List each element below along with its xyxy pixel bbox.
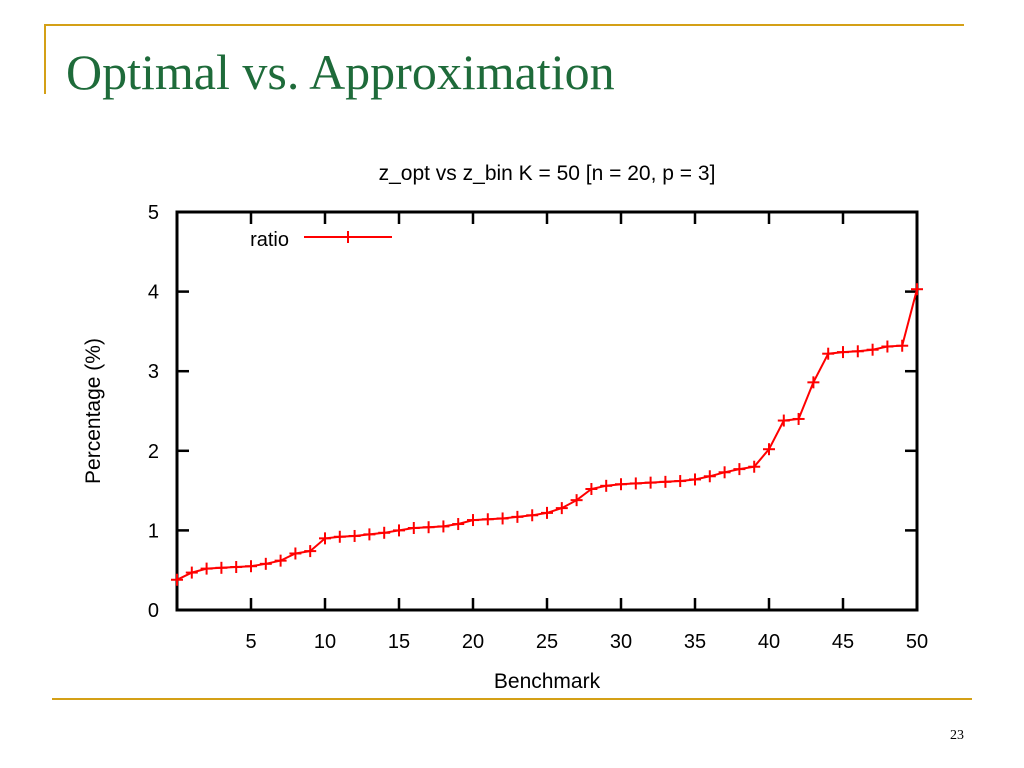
- x-tick-label: 15: [388, 631, 410, 653]
- series-ratio: [171, 283, 923, 586]
- plot-frame: [175, 210, 919, 612]
- data-point: [319, 532, 331, 545]
- x-axis-label: Benchmark: [494, 670, 601, 693]
- data-point: [289, 547, 302, 560]
- data-point: [881, 340, 894, 353]
- y-tick-label: 4: [148, 282, 159, 304]
- data-point: [259, 557, 272, 570]
- x-axis: 5 10 15 20 25 30 35 40 45 50: [245, 212, 928, 653]
- data-point: [541, 506, 553, 519]
- data-point: [467, 514, 479, 527]
- legend: ratio: [250, 229, 392, 251]
- data-point: [333, 530, 346, 543]
- data-point: [674, 475, 687, 488]
- data-point: [481, 513, 494, 526]
- y-tick-label: 1: [148, 520, 159, 542]
- x-tick-label: 25: [536, 631, 558, 653]
- x-tick-label: 40: [758, 631, 780, 653]
- data-point: [763, 443, 775, 456]
- x-tick-label: 50: [906, 631, 928, 653]
- data-point: [511, 510, 524, 523]
- data-point: [185, 566, 198, 579]
- x-tick-label: 10: [314, 631, 336, 653]
- data-point: [911, 283, 923, 296]
- data-point: [230, 561, 243, 574]
- x-tick-label: 30: [610, 631, 632, 653]
- data-point: [585, 483, 598, 496]
- data-point: [718, 466, 731, 479]
- data-point: [629, 477, 642, 490]
- page-number: 23: [950, 728, 964, 743]
- data-point: [703, 470, 716, 483]
- data-point: [644, 476, 657, 489]
- series-line: [176, 288, 918, 581]
- data-point: [274, 554, 287, 567]
- data-point: [851, 345, 864, 358]
- chart-title: z_opt vs z_bin K = 50 [n = 20, p = 3]: [379, 162, 716, 185]
- data-point: [866, 343, 879, 356]
- slide-title: Optimal vs. Approximation: [66, 44, 615, 100]
- data-point: [777, 414, 790, 427]
- data-point: [393, 524, 405, 537]
- data-point: [555, 502, 568, 515]
- data-point: [215, 561, 228, 574]
- data-point: [748, 460, 761, 473]
- data-point: [452, 518, 465, 531]
- footer-rule: [52, 698, 972, 700]
- data-point: [689, 473, 701, 486]
- x-tick-label: 20: [462, 631, 484, 653]
- data-point: [837, 346, 849, 359]
- data-point: [526, 509, 539, 522]
- data-point: [422, 521, 435, 534]
- y-axis: 0 1 2 3 4 5: [148, 202, 917, 622]
- data-point: [437, 520, 450, 533]
- data-point: [792, 412, 805, 425]
- title-accent-vertical: [44, 24, 46, 94]
- x-tick-label: 35: [684, 631, 706, 653]
- x-tick-label: 5: [245, 631, 256, 653]
- data-point: [896, 339, 909, 352]
- data-point: [348, 529, 361, 542]
- data-point: [615, 478, 627, 491]
- data-point: [304, 545, 317, 558]
- y-axis-label: Percentage (%): [82, 338, 105, 484]
- x-tick-label: 45: [832, 631, 854, 653]
- data-point: [245, 560, 257, 573]
- data-point: [570, 494, 583, 507]
- legend-label: ratio: [250, 229, 289, 251]
- data-point: [407, 522, 420, 535]
- data-point: [378, 526, 391, 539]
- y-tick-label: 3: [148, 361, 159, 383]
- data-point: [822, 347, 835, 360]
- data-point: [733, 463, 746, 476]
- y-tick-label: 0: [148, 600, 159, 622]
- data-point: [807, 376, 820, 389]
- data-point: [600, 479, 613, 492]
- data-point: [200, 562, 213, 575]
- title-accent-horizontal: [44, 24, 964, 26]
- data-point: [363, 528, 376, 541]
- data-point: [659, 475, 672, 488]
- y-tick-label: 5: [148, 202, 159, 224]
- data-point: [496, 512, 509, 525]
- data-point: [171, 573, 183, 586]
- y-tick-label: 2: [148, 441, 159, 463]
